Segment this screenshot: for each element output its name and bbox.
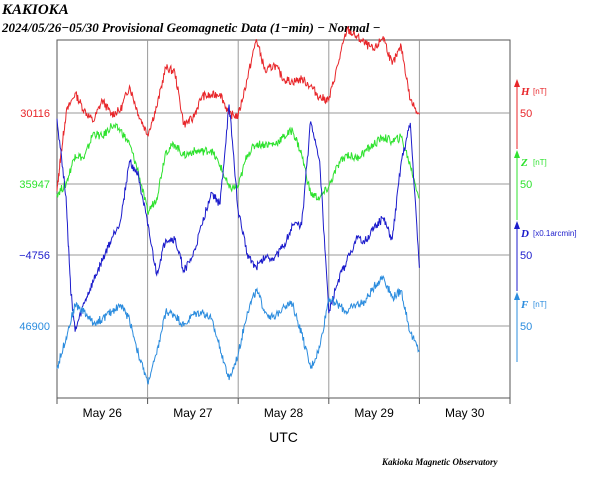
component-label-d: D xyxy=(520,228,529,240)
x-axis-label: UTC xyxy=(269,429,298,445)
left-value-d: −4756 xyxy=(19,250,50,262)
x-tick-label: May 30 xyxy=(445,406,485,420)
x-tick-label: May 27 xyxy=(173,406,213,420)
scale-value-f: 50 xyxy=(520,321,532,333)
scale-arrow-z xyxy=(514,150,520,158)
series-line-h xyxy=(56,25,420,192)
chart-subtitle: 2024/05/26−05/30 Provisional Geomagnetic… xyxy=(2,20,381,35)
unit-label-z: [nT] xyxy=(533,158,547,167)
left-value-z: 35947 xyxy=(19,179,50,191)
station-title: KAKIOKA xyxy=(2,2,69,18)
plot-frame xyxy=(56,39,511,399)
component-label-h: H xyxy=(520,86,530,98)
x-tick-label: May 29 xyxy=(354,406,394,420)
series-line-z xyxy=(56,122,420,215)
component-label-z: Z xyxy=(520,157,528,169)
x-tick-label: May 26 xyxy=(83,406,123,420)
component-label-f: F xyxy=(520,299,529,311)
left-value-f: 46900 xyxy=(19,321,50,333)
scale-arrow-h xyxy=(514,79,520,87)
series-line-f xyxy=(56,274,420,385)
x-tick-label: May 28 xyxy=(264,406,304,420)
scale-value-d: 50 xyxy=(520,250,532,262)
unit-label-f: [nT] xyxy=(533,300,547,309)
scale-value-z: 50 xyxy=(520,179,532,191)
scale-arrow-d xyxy=(514,221,520,229)
left-value-h: 30116 xyxy=(20,108,50,120)
unit-label-d: [x0.1arcmin] xyxy=(533,229,577,238)
observatory-credit: Kakioka Magnetic Observatory xyxy=(382,457,498,467)
scale-arrow-f xyxy=(514,292,520,300)
unit-label-h: [nT] xyxy=(533,87,547,96)
scale-value-h: 50 xyxy=(520,108,532,120)
series-line-d xyxy=(56,104,420,332)
